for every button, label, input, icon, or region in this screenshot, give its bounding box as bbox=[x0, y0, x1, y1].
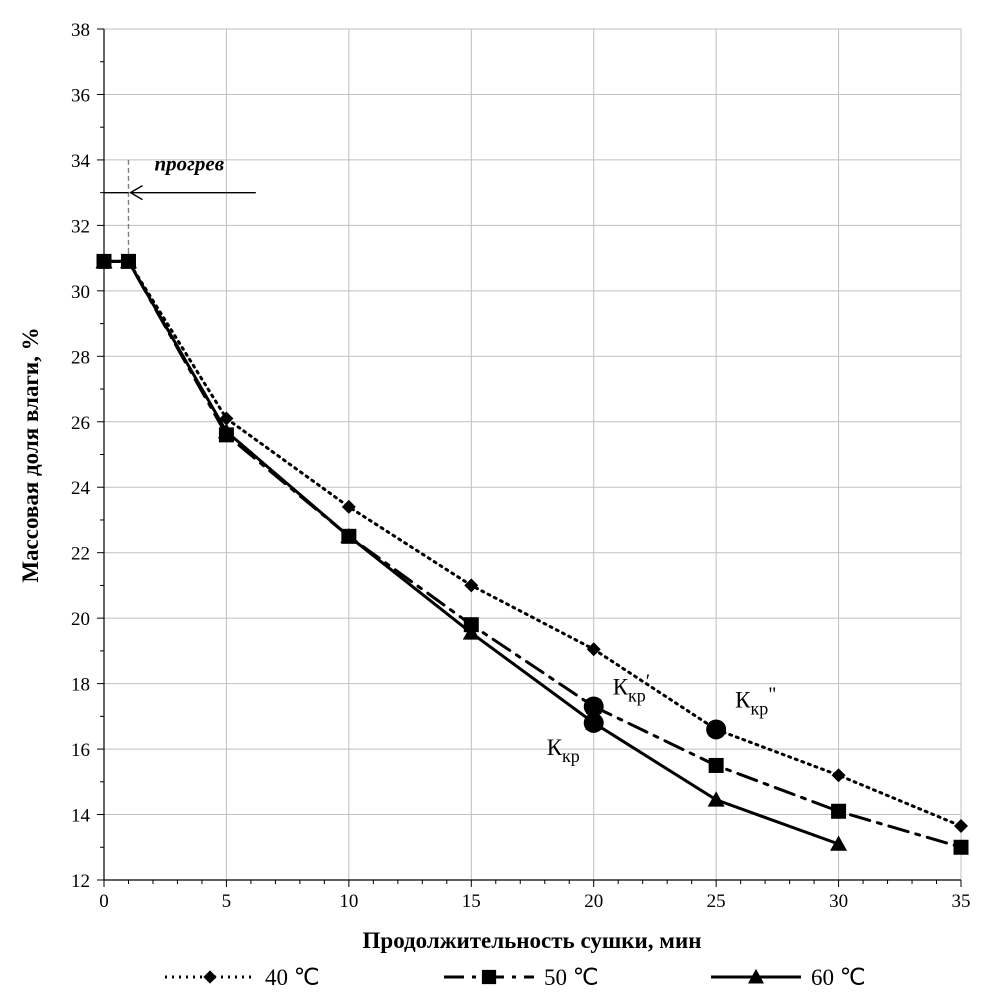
y-tick-label: 30 bbox=[71, 282, 90, 303]
x-tick-label: 30 bbox=[829, 891, 848, 912]
critical-label-main: К bbox=[613, 675, 629, 700]
y-tick-label: 18 bbox=[71, 675, 90, 696]
grid bbox=[104, 28, 962, 880]
triangle-marker-2 bbox=[707, 791, 725, 807]
y-tick-label: 34 bbox=[71, 151, 91, 172]
legend-triangle-icon bbox=[747, 968, 765, 984]
square-marker-1 bbox=[708, 757, 724, 773]
critical-point-label: Ккр bbox=[547, 735, 580, 766]
axes bbox=[97, 28, 962, 887]
y-tick-label: 20 bbox=[71, 609, 90, 630]
series-line-1 bbox=[102, 259, 963, 849]
diamond-marker-0 bbox=[464, 578, 479, 593]
legend-square-icon bbox=[481, 969, 497, 985]
x-tick-label: 5 bbox=[222, 891, 232, 912]
heating-arrow-head bbox=[129, 185, 143, 201]
series-line-2 bbox=[102, 259, 841, 846]
series-layer bbox=[95, 252, 969, 855]
triangle-marker-2 bbox=[95, 252, 113, 269]
y-tick-label: 16 bbox=[71, 740, 90, 761]
y-tick-label: 36 bbox=[71, 85, 90, 106]
diamond-marker-0 bbox=[586, 642, 601, 657]
critical-point-label: Ккр" bbox=[735, 683, 776, 718]
tick-labels: 12 14 16 18 20 22 24 26 28 30 32 34 36 38 0 5 10 15 20 25 30… bbox=[71, 20, 971, 912]
critical-point-marker bbox=[583, 712, 604, 733]
critical-point-marker bbox=[583, 696, 604, 717]
square-marker-1 bbox=[831, 803, 847, 819]
x-tick-label: 0 bbox=[99, 891, 109, 912]
legend-diamond-icon bbox=[203, 970, 217, 984]
series-line-0 bbox=[102, 259, 963, 828]
critical-label-main: К bbox=[735, 687, 751, 712]
triangle-marker-2 bbox=[217, 423, 235, 439]
y-tick-label: 24 bbox=[71, 478, 91, 499]
diamond-marker-0 bbox=[954, 818, 968, 833]
legend: 40 ℃ 50 ℃ 60 ℃ bbox=[165, 965, 866, 990]
triangle-marker-2 bbox=[830, 835, 848, 851]
y-axis-title: Массовая доля влаги, % bbox=[18, 327, 43, 582]
x-tick-label: 25 bbox=[707, 891, 726, 912]
legend-label-2: 60 ℃ bbox=[811, 965, 866, 990]
critical-point-marker bbox=[706, 719, 727, 740]
y-tick-label: 28 bbox=[71, 347, 90, 368]
diamond-marker-0 bbox=[341, 499, 356, 514]
triangle-marker-2 bbox=[462, 624, 480, 640]
square-marker-1 bbox=[953, 839, 969, 855]
y-tick-label: 38 bbox=[71, 20, 90, 41]
critical-label-sub: кр bbox=[628, 686, 646, 706]
y-tick-label: 12 bbox=[71, 871, 90, 892]
critical-label-sub: кр bbox=[562, 746, 580, 766]
y-tick-label: 14 bbox=[71, 806, 91, 827]
x-tick-label: 15 bbox=[462, 891, 481, 912]
x-tick-label: 35 bbox=[952, 891, 971, 912]
x-tick-label: 10 bbox=[339, 891, 358, 912]
triangle-marker-2 bbox=[340, 527, 358, 544]
critical-label-main: К bbox=[547, 735, 563, 760]
diamond-marker-0 bbox=[219, 411, 234, 426]
critical-label-mark: " bbox=[768, 683, 776, 705]
x-axis-title: Продолжительность сушки, мин bbox=[363, 928, 702, 953]
x-tick-label: 20 bbox=[584, 891, 603, 912]
y-tick-label: 26 bbox=[71, 413, 90, 434]
critical-label-sub: кр bbox=[750, 698, 768, 718]
legend-label-0: 40 ℃ bbox=[265, 965, 320, 990]
critical-point-label: Ккр′ bbox=[613, 671, 650, 706]
legend-label-1: 50 ℃ bbox=[544, 965, 599, 990]
diamond-marker-0 bbox=[831, 768, 846, 783]
y-tick-label: 22 bbox=[71, 544, 90, 565]
heating-label: прогрев bbox=[154, 152, 224, 176]
triangle-marker-2 bbox=[119, 252, 137, 269]
critical-label-mark: ′ bbox=[646, 671, 650, 693]
y-tick-label: 32 bbox=[71, 216, 90, 237]
